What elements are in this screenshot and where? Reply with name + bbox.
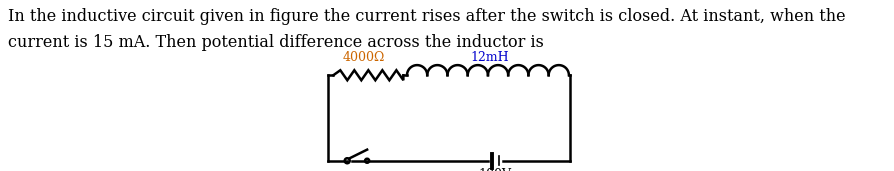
Text: 4000Ω: 4000Ω: [342, 51, 384, 64]
Text: In the inductive circuit given in figure the current rises after the switch is c: In the inductive circuit given in figure…: [8, 8, 845, 25]
Text: 100V: 100V: [478, 168, 511, 171]
Text: 12mH: 12mH: [470, 51, 509, 64]
Text: current is 15 mA. Then potential difference across the inductor is: current is 15 mA. Then potential differe…: [8, 34, 544, 51]
